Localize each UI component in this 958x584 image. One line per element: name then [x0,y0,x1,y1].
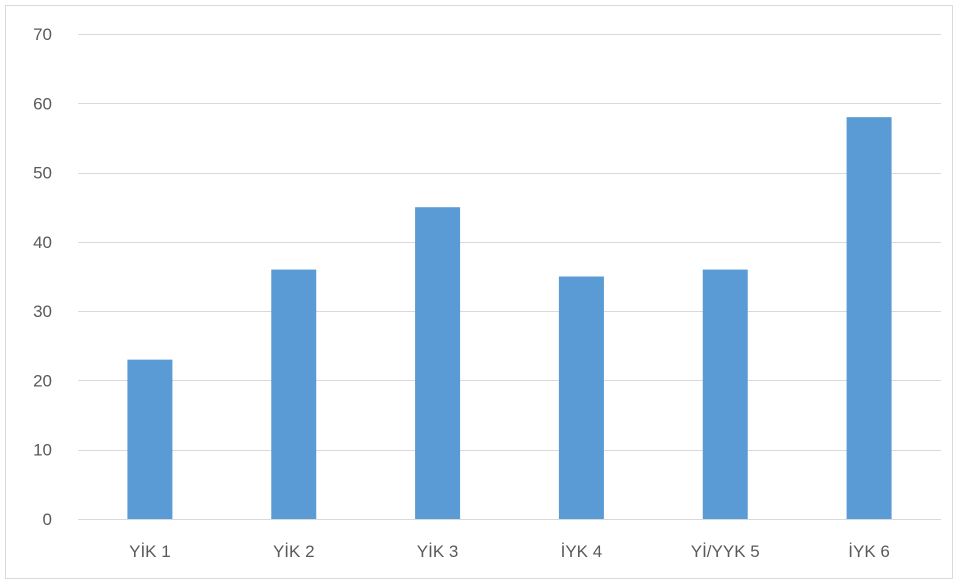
x-axis-tick-labels: YİK 1 YİK 2 YİK 3 İYK 4 Yİ/YYK 5 İYK 6 [129,542,890,561]
x-tick-label-3: YİK 3 [417,542,459,561]
y-axis-tick-labels: 0 10 20 30 40 50 60 70 [33,25,52,529]
y-tick-label-50: 50 [33,164,52,183]
bar-4 [558,276,604,519]
x-tick-label-1: YİK 1 [129,542,171,561]
x-tick-label-6: İYK 6 [848,542,890,561]
y-tick-label-30: 30 [33,302,52,321]
y-tick-label-40: 40 [33,233,52,252]
y-tick-label-20: 20 [33,371,52,390]
bar-6 [846,117,892,520]
bar-1 [127,359,173,519]
bar-3 [415,207,461,519]
y-tick-label-10: 10 [33,441,52,460]
y-tick-label-60: 60 [33,94,52,113]
gridlines [78,34,941,451]
y-tick-label-70: 70 [33,25,52,44]
bar-5 [702,269,748,519]
x-tick-label-2: YİK 2 [273,542,315,561]
y-tick-label-0: 0 [43,510,52,529]
x-tick-label-5: Yİ/YYK 5 [691,542,760,561]
bar-2 [271,269,317,519]
bars [127,117,892,520]
x-tick-label-4: İYK 4 [561,542,603,561]
